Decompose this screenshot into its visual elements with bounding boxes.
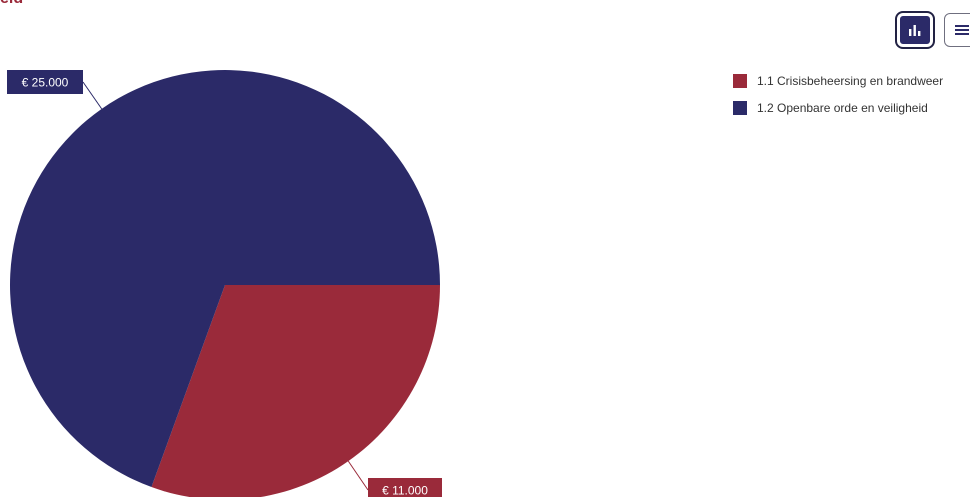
legend-label: 1.2 Openbare orde en veiligheid: [757, 100, 928, 115]
label-leader-line: [82, 81, 103, 110]
data-label: € 25.000: [7, 70, 83, 94]
data-label-box: [368, 478, 442, 497]
data-label: € 11.000: [368, 478, 442, 497]
data-label-text: € 25.000: [22, 76, 69, 90]
chart-legend: 1.1 Crisisbeheersing en brandweer 1.2 Op…: [733, 72, 943, 126]
pie-slice[interactable]: [151, 285, 440, 497]
table-view-button[interactable]: [944, 13, 970, 47]
data-label-box: [7, 70, 83, 94]
legend-swatch: [733, 73, 747, 88]
page-title: eid: [0, 0, 23, 7]
pie-slice[interactable]: [9, 69, 441, 488]
legend-item[interactable]: 1.2 Openbare orde en veiligheid: [733, 99, 943, 116]
data-label-text: € 11.000: [382, 484, 428, 497]
legend-item[interactable]: 1.1 Crisisbeheersing en brandweer: [733, 72, 943, 89]
chart-view-button[interactable]: [897, 13, 933, 47]
bar-chart-icon: [909, 25, 921, 36]
label-leader-line: [347, 460, 369, 491]
legend-label: 1.1 Crisisbeheersing en brandweer: [757, 73, 944, 88]
legend-swatch: [733, 100, 747, 115]
list-icon: [955, 25, 969, 35]
